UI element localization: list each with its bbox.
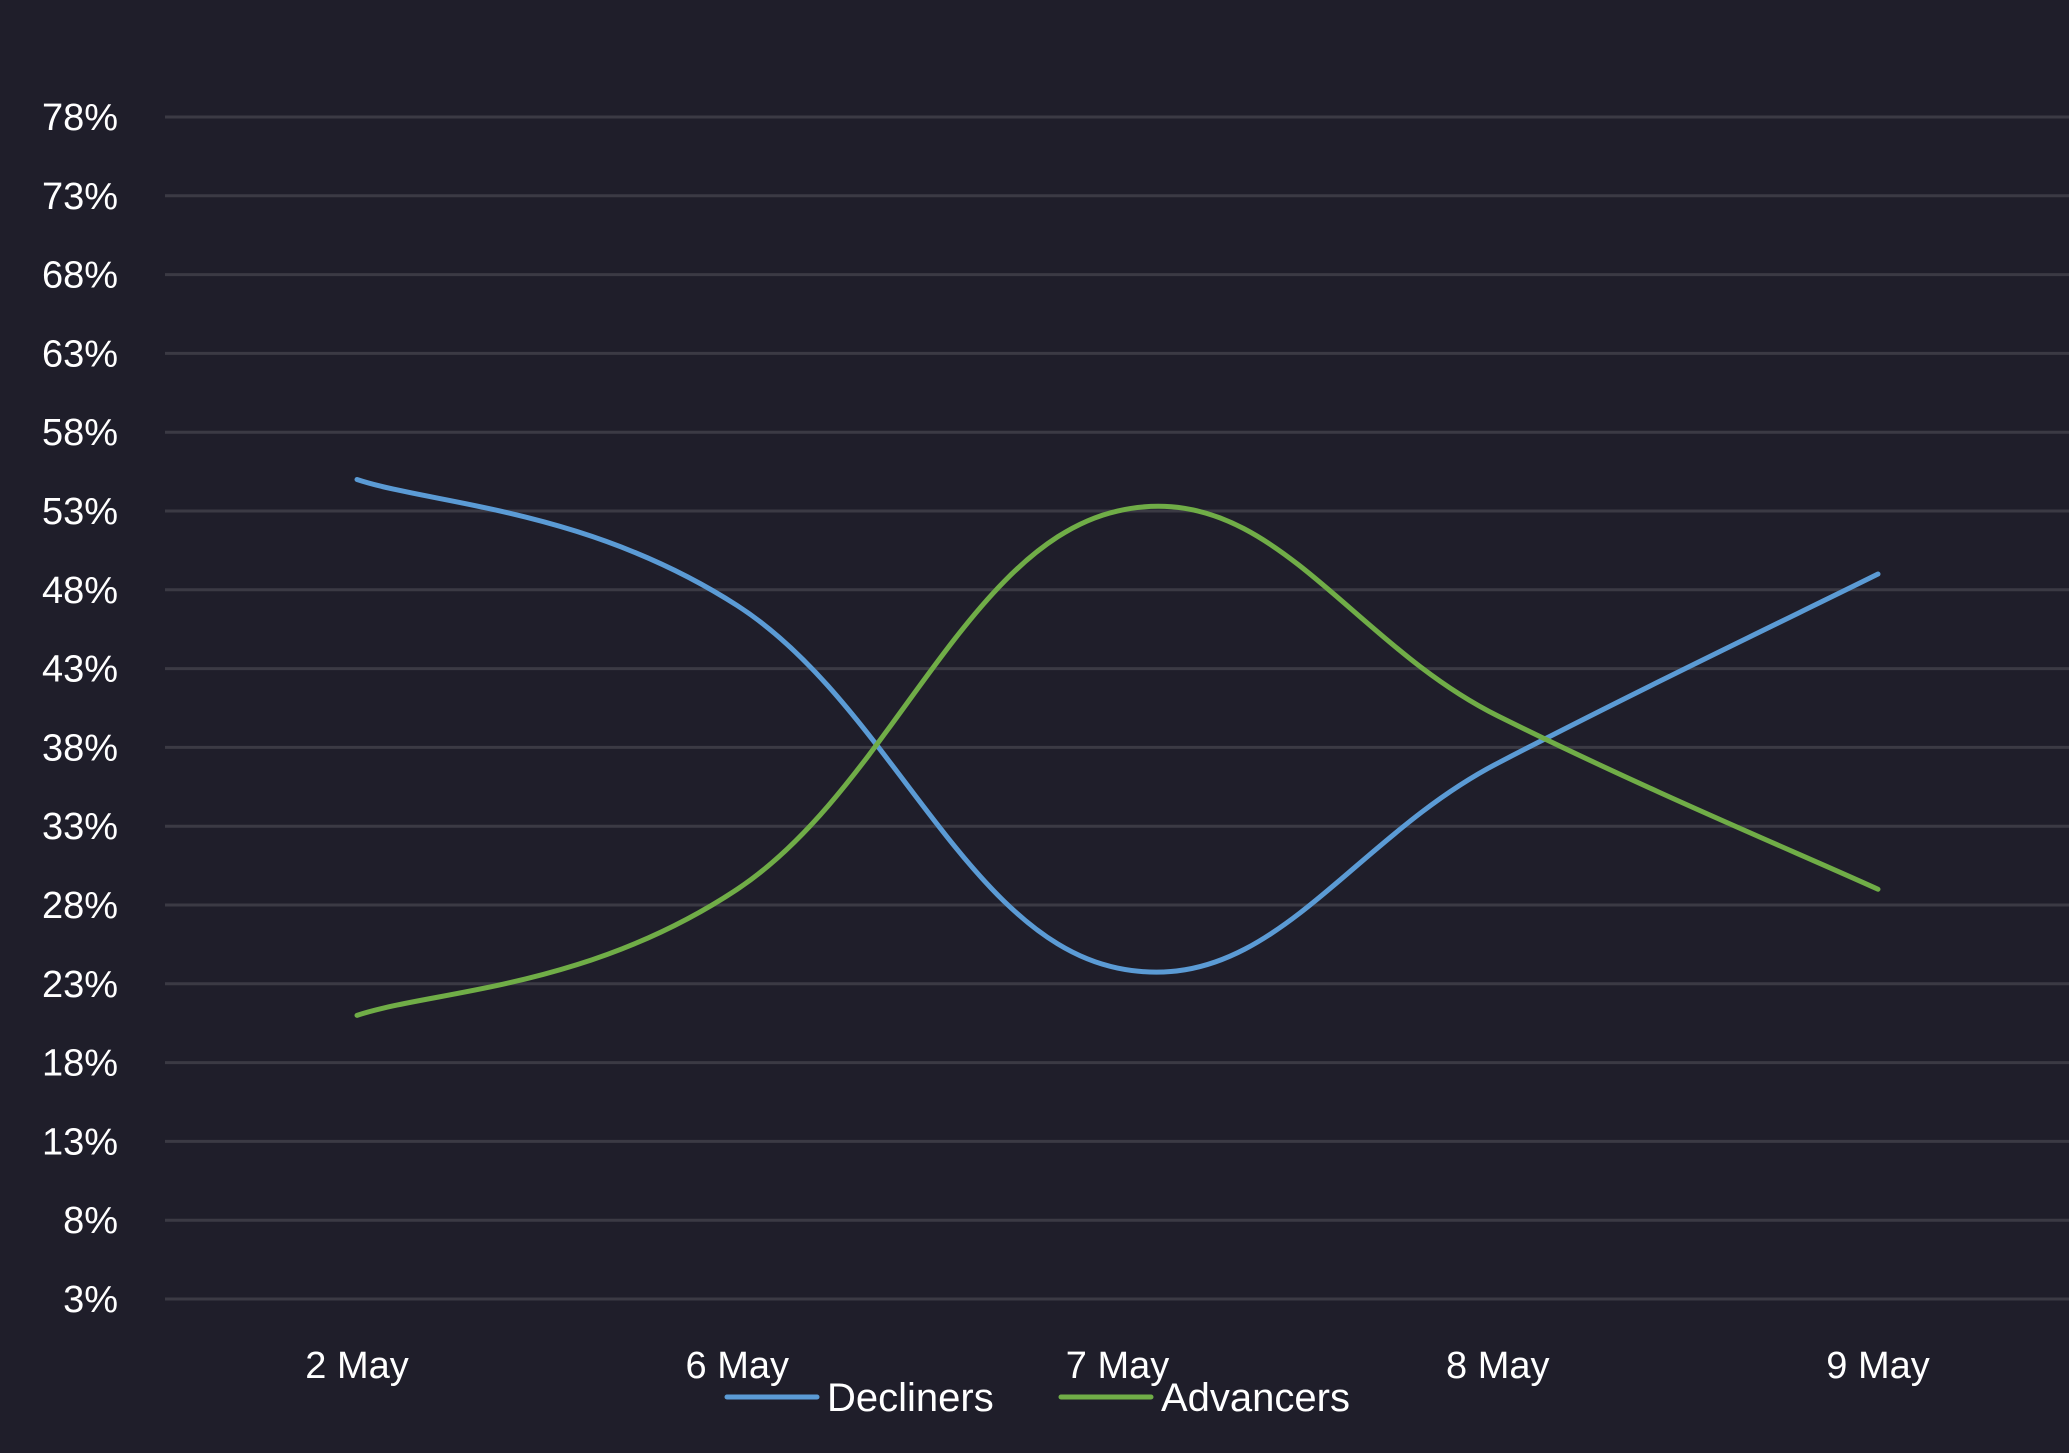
series-line-decliners: [354, 476, 1881, 975]
gridlines: [165, 115, 2069, 1301]
x-tick-label: 9 May: [1826, 1345, 1929, 1387]
x-tick-label: 6 May: [686, 1345, 789, 1387]
y-tick-label: 63%: [42, 333, 118, 375]
legend-label-advancers: Advancers: [1161, 1376, 1350, 1420]
x-tick-label: 7 May: [1066, 1345, 1169, 1387]
legend-label-decliners: Decliners: [827, 1376, 994, 1420]
y-axis-ticks: 3% 8% 13% 18% 23% 28% 33% 38% 43% 48% 53% 58% 63% 68%…: [42, 97, 118, 1321]
legend: Decliners Advancers: [724, 1376, 1350, 1420]
y-tick-label: 28%: [42, 885, 118, 927]
y-tick-label: 23%: [42, 964, 118, 1006]
y-tick-label: 53%: [42, 491, 118, 533]
series-lines: [354, 476, 1881, 1018]
y-tick-label: 78%: [42, 97, 118, 139]
y-tick-label: 73%: [42, 176, 118, 218]
y-tick-label: 13%: [42, 1121, 118, 1163]
y-tick-label: 33%: [42, 806, 118, 848]
y-tick-label: 43%: [42, 649, 118, 691]
y-tick-label: 8%: [63, 1200, 118, 1242]
y-tick-label: 68%: [42, 255, 118, 297]
x-axis-ticks: 2 May 6 May 7 May 8 May 9 May: [305, 1345, 1929, 1387]
y-tick-label: 38%: [42, 727, 118, 769]
y-tick-label: 58%: [42, 412, 118, 454]
y-tick-label: 48%: [42, 570, 118, 612]
y-tick-label: 18%: [42, 1043, 118, 1085]
x-tick-label: 2 May: [305, 1345, 408, 1387]
series-line-advancers: [354, 503, 1881, 1018]
y-tick-label: 3%: [63, 1279, 118, 1321]
x-tick-label: 8 May: [1446, 1345, 1549, 1387]
